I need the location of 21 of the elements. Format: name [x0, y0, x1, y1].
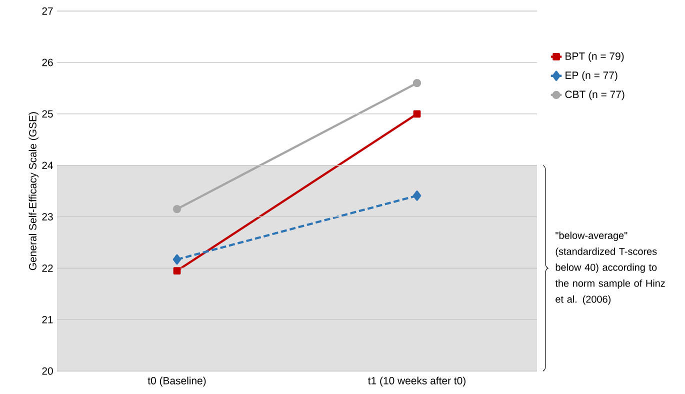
y-tick-label: 26 [42, 58, 53, 66]
y-tick-label: 22 [42, 264, 53, 272]
point [172, 204, 182, 214]
legend-label: BPT (n = 79) [566, 52, 624, 62]
legend-label: EP (n = 77) [566, 71, 618, 82]
point [412, 78, 422, 88]
y-tick-label: 23 [42, 213, 53, 220]
point [173, 267, 181, 274]
y-tick-label: 20 [42, 367, 53, 375]
y-tick-label: 27 [42, 7, 53, 15]
legend-label: CBT (n = 77) [565, 90, 624, 100]
x-tick-label: t1 (10 weeks after t0) [368, 376, 466, 386]
point [413, 110, 421, 118]
y-tick-label: 21 [42, 316, 53, 324]
point [412, 190, 422, 201]
band-label: "below-average" (standardized T-scores below 40) according to the norm sample of Hinz et al. (2006) [555, 232, 665, 305]
y-tick-label: 24 [42, 162, 53, 169]
point [172, 254, 182, 265]
x-tick-label: t0 (Baseline) [148, 376, 206, 386]
y-tick-label: 25 [42, 110, 53, 118]
y-axis-title: General Self-Efficacy Scale (GSE) [28, 112, 38, 270]
